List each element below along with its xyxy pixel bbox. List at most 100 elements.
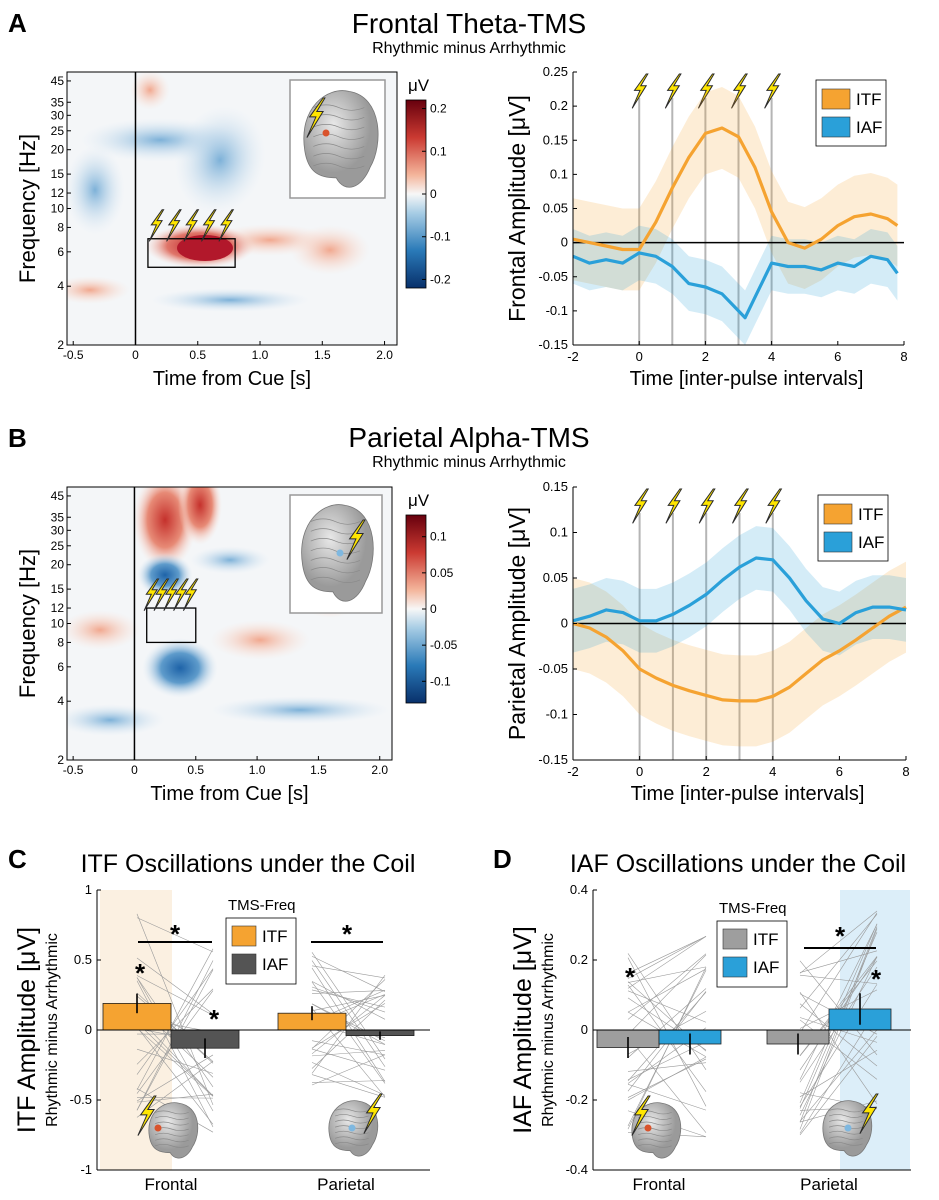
y-tick-label: 0.15 — [543, 132, 568, 147]
tf-cluster — [174, 105, 266, 215]
y-tick-label: 0 — [85, 1022, 92, 1037]
y-tick-label: 0.05 — [543, 570, 568, 585]
y-axis-label: Frequency [Hz] — [15, 549, 40, 698]
series-line-itf — [572, 126, 899, 252]
colorbar-tick-label: 0.05 — [430, 566, 454, 580]
category-label: Parietal — [317, 1175, 375, 1194]
legend-title: TMS-Freq — [228, 897, 296, 914]
y-tick-label: 45 — [51, 489, 65, 503]
subject-line — [627, 1058, 707, 1098]
subject-line — [311, 955, 386, 992]
y-tick-label: 0 — [561, 235, 568, 250]
subject-line — [627, 935, 707, 979]
legend-swatch-iaf — [231, 953, 257, 975]
y-tick-label: 12 — [51, 601, 65, 615]
lightning-bolt-icon — [153, 578, 170, 611]
subject-line — [627, 1084, 707, 1111]
subject-line — [799, 913, 878, 1009]
brain-sulcus — [310, 567, 361, 574]
lightning-bolt-icon — [182, 578, 199, 611]
colorbar-tick-label: 0 — [430, 187, 437, 201]
subject-line — [311, 1040, 386, 1056]
y-tick-label: 8 — [57, 635, 64, 649]
brain-sulcus — [637, 1143, 672, 1148]
subject-line — [311, 1062, 386, 1096]
subject-line — [799, 950, 878, 973]
y-tick-label: 25 — [51, 124, 65, 138]
y-tick-label: -0.2 — [566, 1092, 588, 1107]
x-tick-label: 1.5 — [310, 763, 327, 777]
panel-label-d: D — [493, 844, 512, 874]
lightning-bolt-icon — [137, 1095, 157, 1136]
tf-cluster — [67, 610, 140, 650]
subject-line — [136, 1097, 214, 1099]
brain-sulcus — [828, 1141, 863, 1146]
tf-cluster — [130, 72, 170, 110]
subject-line — [311, 960, 386, 1067]
legend: TMS-Freq ITF IAF — [225, 897, 297, 985]
subject-line — [627, 968, 707, 1013]
x-tick-label: 0 — [132, 348, 139, 362]
legend-swatch-itf — [823, 503, 853, 525]
brain-sulcus — [828, 1136, 863, 1141]
tf-inset-b — [289, 494, 383, 614]
y-tick-label: 35 — [51, 95, 65, 109]
subject-line — [136, 913, 214, 1106]
subject-line — [627, 990, 707, 1023]
x-axis-label: Time [inter-pulse intervals] — [630, 368, 864, 390]
x-tick-label: -0.5 — [63, 763, 84, 777]
colorbar-tick-label: -0.1 — [430, 230, 451, 244]
significance-star: * — [342, 919, 353, 949]
legend-swatch-iaf — [823, 531, 853, 553]
subject-line — [136, 948, 214, 1090]
brain-icon — [301, 504, 374, 602]
y-tick-label: -0.15 — [538, 337, 568, 352]
legend-swatch-itf — [722, 928, 748, 950]
coil-target-dot — [322, 129, 330, 137]
brain-sulcus — [154, 1138, 189, 1143]
lightning-bolt-icon — [183, 209, 200, 242]
lightning-bolt-icon — [166, 209, 182, 242]
y-tick-label: 2 — [57, 753, 64, 767]
lightning-bolt-icon — [731, 73, 748, 109]
tf-cluster — [190, 546, 270, 574]
brain-sulcus — [828, 1114, 863, 1118]
panel-c-title: ITF Oscillations under the Coil — [81, 850, 416, 878]
x-tick-label: 2 — [702, 349, 709, 364]
brain-icon — [822, 1093, 879, 1157]
brain-sulcus — [334, 1114, 369, 1118]
lightning-bolt-icon — [698, 488, 716, 524]
legend-swatch-itf — [231, 925, 257, 947]
legend-label-itf: ITF — [858, 505, 884, 524]
subject-line — [136, 1022, 214, 1096]
x-tick-label: 8 — [902, 764, 909, 779]
subject-line — [311, 1050, 386, 1057]
x-axis-label: Time [inter-pulse intervals] — [631, 783, 865, 805]
x-tick-label: 4 — [768, 349, 775, 364]
y-tick-label: -1 — [80, 1162, 92, 1177]
legend-label-itf: ITF — [262, 927, 288, 946]
x-tick-label: 1.0 — [252, 348, 269, 362]
panel-label-b: B — [8, 423, 27, 453]
tf-cluster — [150, 288, 310, 312]
colorbar-tick-label: -0.1 — [430, 674, 451, 688]
subject-line — [136, 1093, 214, 1103]
y-axis-sublabel: Rhythmic minus Arrhythmic — [44, 933, 61, 1127]
subject-line — [627, 1062, 707, 1072]
brain-icon — [303, 90, 379, 188]
subject-line — [627, 1056, 707, 1101]
x-tick-label: 2.0 — [376, 348, 393, 362]
lightning-bolt-icon — [631, 1095, 651, 1136]
tf-cluster — [67, 704, 165, 736]
lightning-bolt-icon — [201, 209, 217, 242]
y-tick-label: 45 — [51, 74, 65, 88]
y-tick-label: 20 — [51, 143, 65, 157]
brain-sulcus — [334, 1119, 369, 1124]
series-line-itf — [572, 605, 907, 703]
subject-line — [311, 967, 386, 1082]
y-tick-label: 35 — [51, 510, 65, 524]
lightning-bolt-icon — [697, 73, 715, 109]
brain-sulcus — [310, 557, 361, 564]
y-tick-label: 12 — [51, 186, 65, 200]
y-tick-label: 1 — [85, 882, 92, 897]
